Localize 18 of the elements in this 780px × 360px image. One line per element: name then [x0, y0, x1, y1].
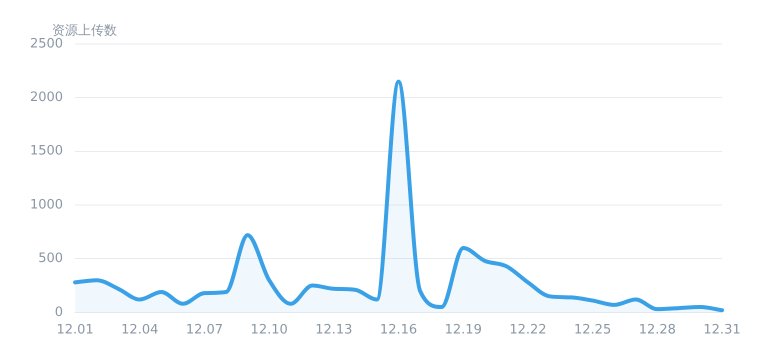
y-tick-label: 500 — [38, 251, 64, 266]
x-tick-label: 12.19 — [444, 322, 482, 338]
x-tick-label: 12.28 — [638, 322, 676, 338]
x-tick-label: 12.10 — [250, 322, 288, 338]
y-tick-label: 1500 — [30, 144, 64, 159]
x-tick-label: 12.22 — [509, 322, 547, 338]
x-tick-label: 12.01 — [56, 322, 94, 338]
x-tick-label: 12.04 — [121, 322, 158, 338]
y-axis-title: 资源上传数 — [52, 23, 117, 38]
x-tick-label: 12.07 — [186, 322, 224, 338]
x-tick-label: 12.13 — [315, 322, 352, 338]
x-tick-label: 12.31 — [703, 322, 741, 338]
x-tick-label: 12.25 — [574, 322, 612, 338]
x-tick-label: 12.16 — [380, 322, 418, 338]
y-tick-label: 0 — [54, 304, 64, 320]
y-tick-label: 2500 — [30, 36, 64, 52]
y-tick-label: 2000 — [30, 90, 64, 106]
y-tick-label: 1000 — [30, 197, 64, 212]
